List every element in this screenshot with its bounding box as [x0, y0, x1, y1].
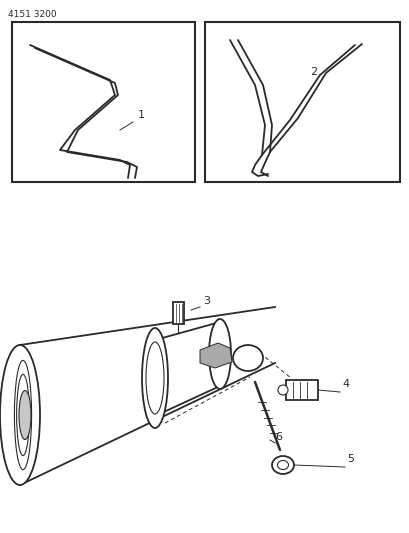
Text: 3: 3 [202, 296, 209, 306]
Text: 6: 6 [274, 432, 281, 442]
Ellipse shape [232, 345, 262, 371]
Text: 5: 5 [346, 454, 353, 464]
Text: 2: 2 [309, 67, 316, 77]
Bar [12, 22, 195, 182]
Bar [204, 22, 399, 182]
Ellipse shape [0, 345, 40, 485]
Ellipse shape [142, 328, 168, 428]
Ellipse shape [277, 385, 287, 395]
Ellipse shape [277, 461, 288, 470]
Polygon shape [200, 343, 231, 368]
Text: 4: 4 [341, 379, 348, 389]
Bar [173, 302, 184, 324]
Ellipse shape [209, 319, 230, 389]
Ellipse shape [19, 391, 31, 440]
Text: 4151 3200: 4151 3200 [8, 10, 56, 19]
Text: 1: 1 [138, 110, 145, 120]
Bar [285, 380, 317, 400]
Ellipse shape [271, 456, 293, 474]
